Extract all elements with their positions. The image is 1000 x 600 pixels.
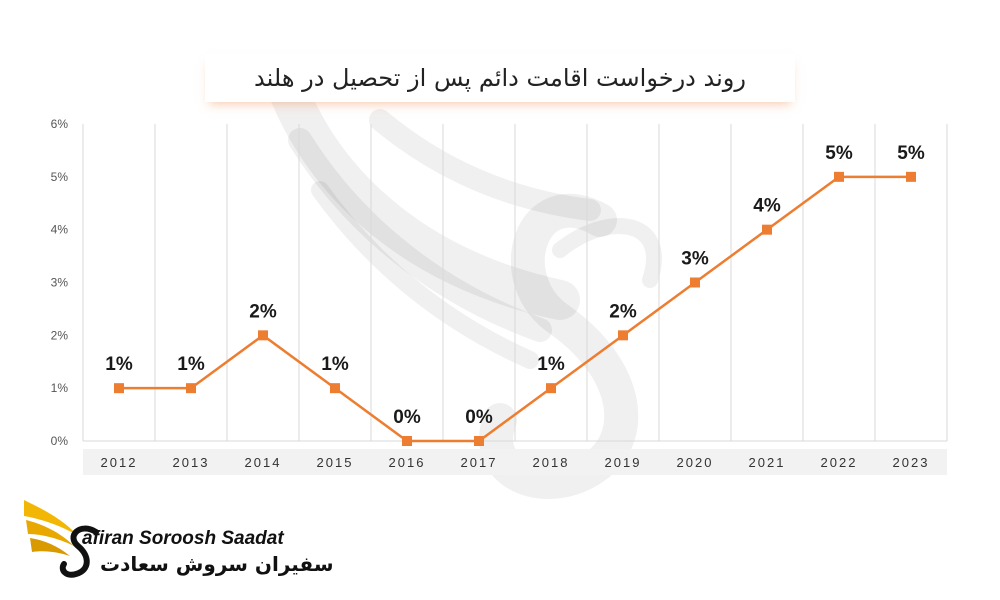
data-label: 1% [177, 354, 205, 375]
chart-title-box: روند درخواست اقامت دائم پس از تحصیل در ه… [205, 54, 795, 102]
x-tick-label: 2014 [245, 455, 282, 470]
data-point-marker [258, 330, 268, 341]
x-tick-label: 2020 [677, 455, 714, 470]
data-label: 1% [321, 354, 349, 375]
y-tick-label: 2% [51, 328, 69, 342]
data-point-marker [402, 436, 412, 446]
data-point-marker [690, 277, 700, 288]
logo-text-persian: سفیران سروش سعادت [100, 552, 334, 576]
data-point-marker [474, 436, 484, 446]
x-tick-label: 2018 [533, 455, 570, 470]
data-point-marker [834, 171, 844, 182]
y-tick-label: 6% [51, 117, 69, 131]
x-tick-label: 2019 [605, 455, 642, 470]
data-label: 0% [465, 407, 493, 428]
y-tick-label: 0% [51, 434, 69, 448]
series-line [119, 175, 911, 443]
data-point-marker [546, 383, 556, 394]
data-label: 0% [393, 407, 421, 428]
x-axis-tick-labels: 2012 2013 2014 2015 2016 2017 2018 2019 2020 2021… [101, 455, 930, 470]
y-axis-tick-labels: 0% 1% 2% 3% 4% 5% 6% [51, 117, 69, 448]
y-tick-label: 1% [51, 381, 69, 395]
data-labels: 1% 1% 2% 1% 0% 0% 1% 2% 3% 4% 5% 5% [105, 143, 925, 428]
series-line-path [119, 175, 911, 443]
data-label: 1% [537, 354, 565, 375]
x-tick-label: 2023 [893, 455, 930, 470]
x-tick-label: 2015 [317, 455, 354, 470]
x-tick-label: 2013 [173, 455, 210, 470]
x-axis-band [83, 449, 947, 475]
y-tick-label: 5% [51, 170, 69, 184]
y-tick-label: 3% [51, 276, 69, 290]
data-point-marker [186, 383, 196, 394]
series-markers [114, 171, 916, 446]
data-point-marker [114, 383, 124, 394]
data-point-marker [330, 383, 340, 394]
data-label: 5% [825, 143, 853, 164]
data-label: 5% [897, 143, 925, 164]
x-axis-band-bg [83, 449, 947, 475]
wing-icon [24, 500, 78, 556]
chart-gridlines [82, 124, 948, 442]
data-point-marker [618, 330, 628, 341]
data-label: 2% [609, 301, 637, 322]
logo-text-english: afiran Soroosh Saadat [82, 528, 284, 549]
data-point-marker [762, 224, 772, 235]
x-tick-label: 2021 [749, 455, 786, 470]
chart-title: روند درخواست اقامت دائم پس از تحصیل در ه… [254, 64, 746, 92]
s-swirl-icon [59, 525, 99, 578]
y-tick-label: 4% [51, 223, 69, 237]
company-logo [24, 500, 99, 578]
data-label: 3% [681, 249, 709, 270]
x-tick-label: 2022 [821, 455, 858, 470]
data-point-marker [906, 171, 916, 182]
data-label: 2% [249, 301, 277, 322]
x-tick-label: 2016 [389, 455, 426, 470]
data-label: 1% [105, 354, 133, 375]
data-label: 4% [753, 196, 781, 217]
x-tick-label: 2017 [461, 455, 498, 470]
x-tick-label: 2012 [101, 455, 138, 470]
